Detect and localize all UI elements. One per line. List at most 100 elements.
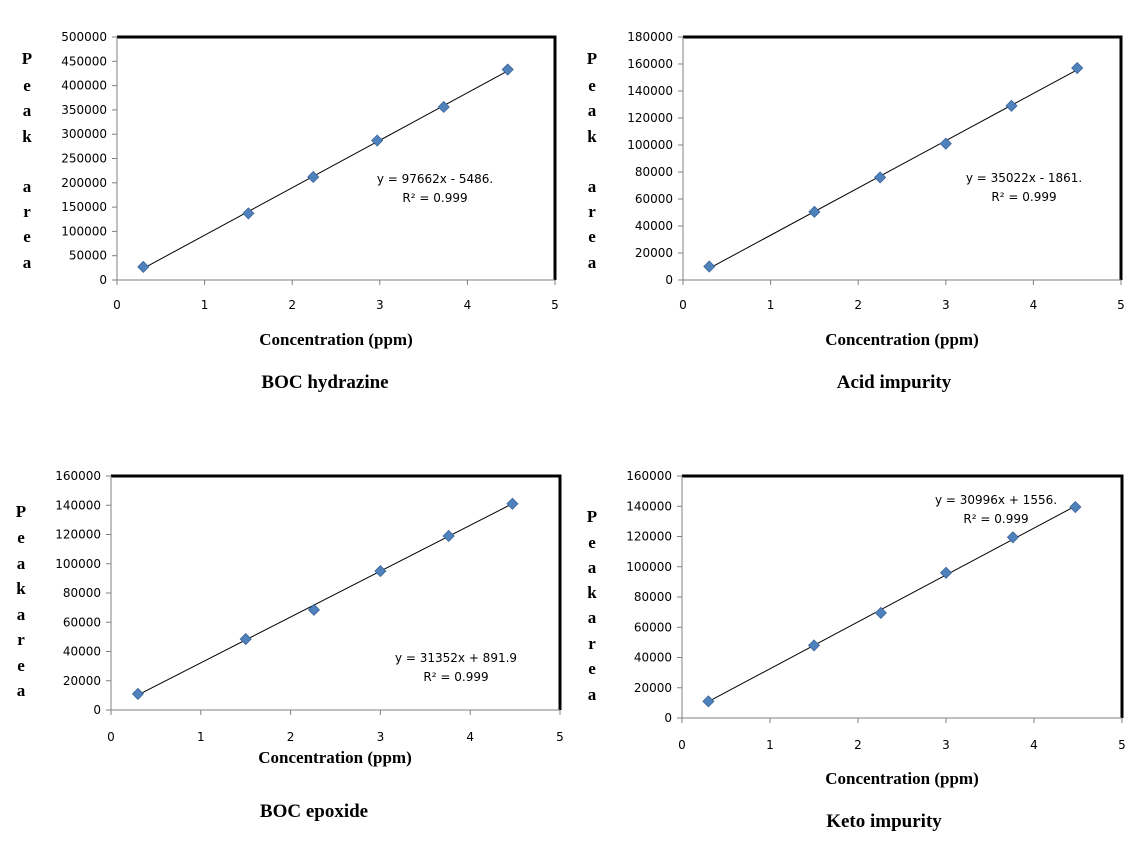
plot-border <box>117 35 557 280</box>
x-tick-label: 1 <box>767 298 775 312</box>
x-tick-label: 1 <box>766 738 774 752</box>
y-tick-label: 80000 <box>63 586 101 600</box>
y-tick-label: 40000 <box>635 219 673 233</box>
y-tick-label: 100000 <box>61 224 107 238</box>
chart-1: 0500001000001500002000002500003000003500… <box>22 30 559 393</box>
x-tick-label: 0 <box>678 738 686 752</box>
y-tick-label: 60000 <box>63 615 101 629</box>
x-tick-label: 1 <box>197 730 205 744</box>
y-tick-label: 0 <box>93 703 101 717</box>
y-tick-label: 450000 <box>61 54 107 68</box>
data-point <box>939 566 953 579</box>
y-tick-label: 20000 <box>63 674 101 688</box>
data-point <box>506 497 519 510</box>
y-tick-label: 0 <box>99 273 107 287</box>
x-tick-label: 5 <box>551 298 559 312</box>
y-tick-label: 0 <box>664 711 672 725</box>
x-tick-label: 4 <box>466 730 474 744</box>
data-point <box>874 171 887 184</box>
y-tick-label: 160000 <box>627 57 673 71</box>
y-tick-label: 140000 <box>55 498 101 512</box>
y-tick-label: 120000 <box>55 528 101 542</box>
chart-title: Acid impurity <box>837 372 952 393</box>
data-point <box>131 687 145 700</box>
chart-title: Keto impurity <box>826 811 942 832</box>
chart-2: 0 20000 40000 60000 80000 100000 120000 140000 1… <box>587 30 1125 393</box>
x-tick-label: 2 <box>854 738 862 752</box>
data-point <box>702 695 715 708</box>
y-tick-label: 140000 <box>626 499 672 513</box>
trendline <box>143 70 508 269</box>
data-point <box>1006 531 1019 544</box>
x-axis-label: Concentration (ppm) <box>825 769 978 788</box>
chart-title: BOC hydrazine <box>261 372 388 393</box>
x-tick-label: 0 <box>679 298 687 312</box>
y-tick-label: 60000 <box>635 192 673 206</box>
x-tick-label: 3 <box>942 738 950 752</box>
x-tick-label: 4 <box>464 298 472 312</box>
y-tick-label: 150000 <box>61 200 107 214</box>
trendline <box>709 69 1078 269</box>
trendline <box>708 505 1076 703</box>
data-point <box>501 63 514 76</box>
x-axis-label: Concentration (ppm) <box>259 330 412 349</box>
y-tick-label: 100000 <box>627 138 673 152</box>
y-tick-label: 200000 <box>61 176 107 190</box>
x-tick-label: 3 <box>377 730 385 744</box>
x-tick-label: 0 <box>113 298 121 312</box>
x-tick-label: 5 <box>1118 738 1126 752</box>
data-point <box>1069 500 1082 514</box>
x-tick-label: 5 <box>1117 298 1125 312</box>
y-tick-label: 400000 <box>61 79 107 93</box>
chart-title: BOC epoxide <box>260 801 368 822</box>
r-squared-label: R² = 0.999 <box>423 670 488 684</box>
y-tick-label: 80000 <box>635 165 673 179</box>
data-point <box>437 100 450 114</box>
y-tick-label: 100000 <box>626 560 672 574</box>
data-point <box>703 260 716 273</box>
x-axis-label: Concentration (ppm) <box>258 748 411 767</box>
y-tick-label: 500000 <box>61 30 107 44</box>
data-point <box>242 207 255 220</box>
y-tick-label: 120000 <box>626 530 672 544</box>
y-tick-label: 60000 <box>634 620 672 634</box>
y-tick-label: 160000 <box>55 469 101 483</box>
data-point <box>371 134 384 147</box>
data-point <box>939 137 952 150</box>
x-tick-label: 5 <box>556 730 564 744</box>
trendline-equation: y = 31352x + 891.9 <box>395 651 517 665</box>
x-tick-label: 0 <box>107 730 115 744</box>
x-tick-label: 4 <box>1030 298 1038 312</box>
y-tick-label: 350000 <box>61 103 107 117</box>
trendline-equation: y = 97662x - 5486. <box>377 172 493 186</box>
data-point <box>442 529 455 543</box>
y-tick-label: 140000 <box>627 84 673 98</box>
x-axis-label: Concentration (ppm) <box>825 330 978 349</box>
y-tick-label: 160000 <box>626 469 672 483</box>
plot-border <box>682 474 1124 718</box>
y-tick-label: 50000 <box>69 249 107 263</box>
y-tick-label: 120000 <box>627 111 673 125</box>
y-tick-label: 0 <box>665 273 673 287</box>
data-point <box>808 205 821 218</box>
y-tick-label: 300000 <box>61 127 107 141</box>
y-tick-label: 40000 <box>63 645 101 659</box>
data-point <box>137 260 150 273</box>
plot-border <box>111 474 562 710</box>
data-point <box>307 170 320 184</box>
data-point <box>1005 99 1018 112</box>
data-point <box>807 639 821 652</box>
trendline-equation: y = 35022x - 1861. <box>966 171 1082 185</box>
x-tick-label: 4 <box>1030 738 1038 752</box>
x-tick-label: 2 <box>287 730 295 744</box>
x-tick-label: 2 <box>854 298 862 312</box>
x-tick-label: 3 <box>376 298 384 312</box>
data-point <box>1071 61 1084 75</box>
trendline-equation: y = 30996x + 1556. <box>935 493 1057 507</box>
chart-4: 0 20000 40000 60000 80000 100000 120000 140000 1… <box>587 469 1126 832</box>
